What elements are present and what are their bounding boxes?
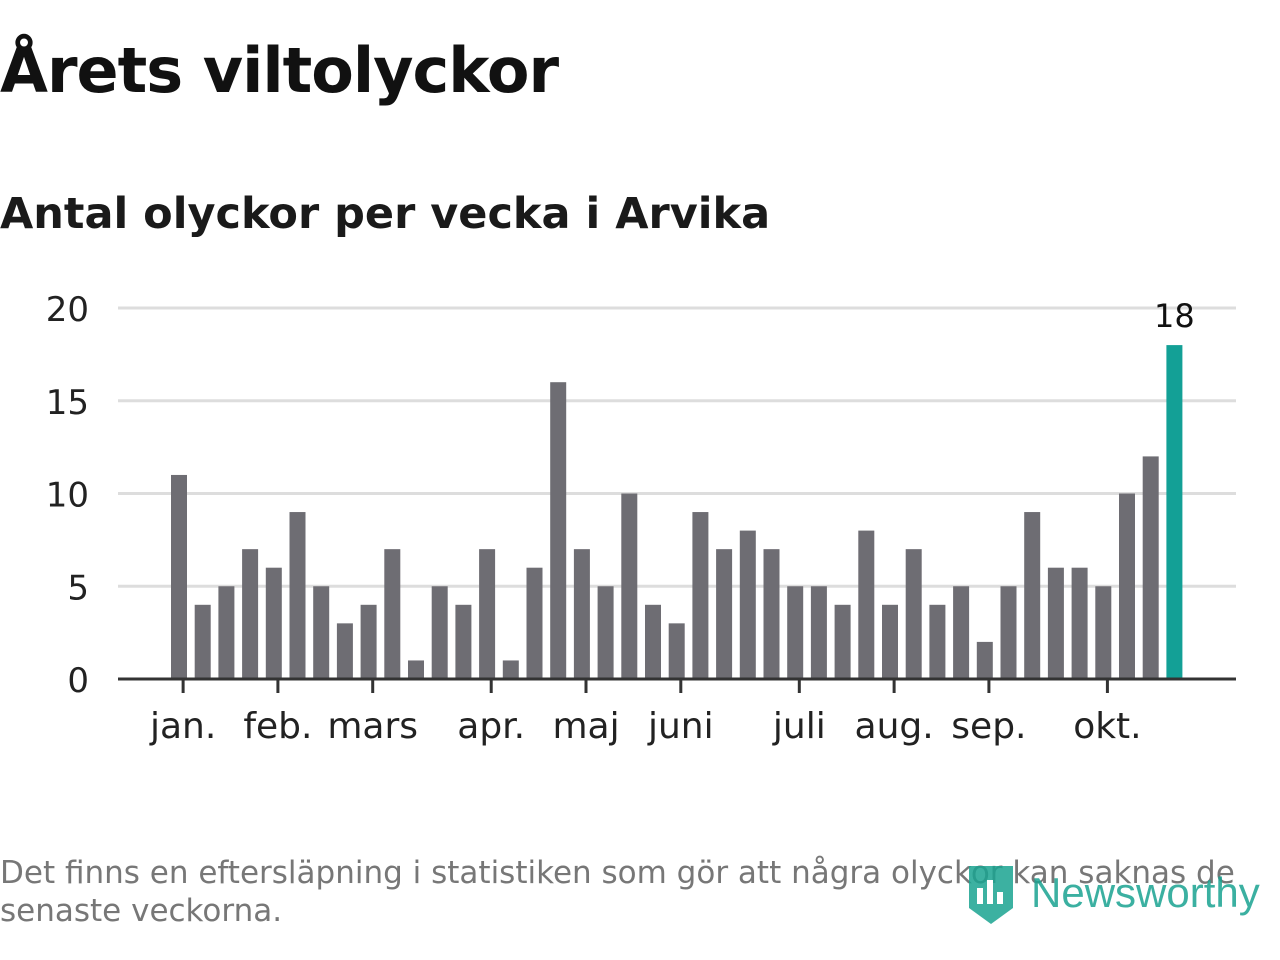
bar [1095,586,1112,679]
footnote: Det finns en eftersläpning i statistiken… [0,855,1235,929]
bar [384,549,401,679]
bar [218,586,235,679]
bar [1071,567,1088,679]
bar [929,604,946,679]
chart-title: Årets viltolyckor [0,34,559,107]
bar [289,512,306,679]
x-tick-label: mars [327,706,418,747]
bar [1119,493,1135,679]
x-tick-label: okt. [1073,706,1141,747]
chart-subtitle: Antal olyckor per vecka i Arvika [0,189,771,239]
bar [431,586,448,679]
bar [787,586,804,679]
x-tick-label: aug. [855,706,934,747]
bar [905,549,922,679]
x-tick-label: jan. [149,706,216,747]
bar [953,586,970,679]
y-tick-label: 0 [67,661,89,701]
bar [716,549,733,679]
bar [810,586,827,679]
bar [336,623,353,679]
bar [597,586,614,679]
bar-chart: 0 5 10 15 20 18 jan. feb. mars apr. maj juni juli aug… [46,290,1236,747]
bar [455,604,472,679]
bar [668,623,685,679]
bar [265,567,282,679]
bar [834,604,851,679]
bar [1000,586,1017,679]
bar [1142,456,1159,679]
bar [858,530,875,679]
bar [645,604,661,679]
bar [313,586,330,679]
x-tick-label: feb. [243,706,312,747]
x-tick-label: maj [552,706,619,747]
brand-name: Newsworthy [1031,869,1260,916]
bar [739,530,756,679]
bar [194,604,211,679]
bar [550,382,567,679]
bar [621,493,638,679]
axes [118,677,1236,693]
bar [408,660,424,679]
bar [242,549,259,679]
bar [502,660,519,679]
bar [1047,567,1064,679]
bar [171,474,187,679]
bar [360,604,377,679]
bar [763,549,780,679]
y-tick-label: 10 [46,476,89,516]
x-tick-label: juli [772,706,826,747]
bar [882,604,898,679]
bar [976,641,993,679]
bar [573,549,590,679]
bar [692,512,709,679]
labels: 0 5 10 15 20 18 jan. feb. mars apr. maj juni juli aug… [46,290,1195,747]
x-tick-label: sep. [951,706,1026,747]
y-tick-label: 5 [67,568,89,608]
highlight-value-label: 18 [1154,297,1195,335]
brand-logo: Newsworthy [965,860,1260,926]
bars [171,345,1183,679]
y-tick-label: 20 [46,290,89,330]
bar [1024,512,1041,679]
x-tick-label: juni [647,706,714,747]
newsworthy-logo-icon [969,866,1013,924]
y-tick-label: 15 [46,383,89,423]
bar [479,549,496,679]
gridlines [118,306,1236,588]
bar [526,567,543,679]
bar-highlight [1166,345,1183,679]
x-tick-label: apr. [457,706,525,747]
